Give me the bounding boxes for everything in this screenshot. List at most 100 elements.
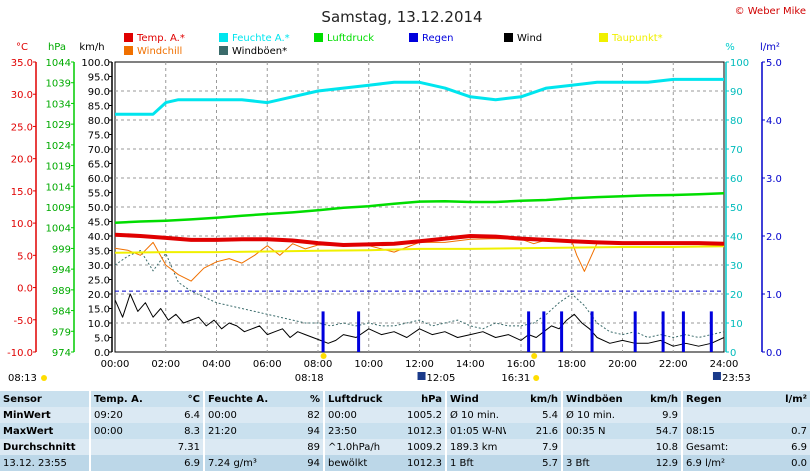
stats-cell: 1 Bft bbox=[445, 455, 506, 471]
stats-cell: 10.8 bbox=[626, 439, 682, 455]
stats-cell: 23:50 bbox=[323, 423, 390, 439]
stats-cell: 189.3 km bbox=[445, 439, 506, 455]
series-line-taupunkt- bbox=[114, 245, 725, 254]
stats-cell: 00:35 N bbox=[561, 423, 626, 439]
pressure-tick-label: 1024 bbox=[46, 141, 71, 152]
sunrise-time: 08:13 bbox=[8, 373, 37, 384]
stats-cell: Ø 10 min. bbox=[561, 407, 626, 423]
stats-cell: 00:00 bbox=[203, 407, 268, 423]
pressure-tick-label: 1019 bbox=[46, 162, 71, 173]
temp-tick-label: -5.0 bbox=[13, 316, 33, 327]
wind-tick-label: 20.0 bbox=[88, 290, 110, 301]
copyright-label: © Weber Mike bbox=[735, 6, 806, 17]
legend-label: Luftdruck bbox=[327, 33, 374, 44]
wind-tick-label: 75.0 bbox=[88, 131, 110, 142]
stats-cell: 82 bbox=[268, 407, 324, 423]
first-light-time: 08:18 bbox=[295, 373, 324, 384]
pressure-tick-label: 999 bbox=[52, 244, 71, 255]
pressure-tick-label: 994 bbox=[52, 265, 71, 276]
weather-chart: Samstag, 13.12.2014 © Weber Mike Temp. A… bbox=[7, 6, 806, 384]
stats-cell: Luftdruck bbox=[323, 391, 390, 407]
wind-tick-label: 70.0 bbox=[88, 145, 110, 156]
rain-tick-label: 3.0 bbox=[766, 174, 782, 185]
wind-tick-label: 65.0 bbox=[88, 160, 110, 171]
rain-bar bbox=[590, 311, 594, 352]
series-line-feuchte-a- bbox=[115, 77, 724, 116]
stats-cell: Temp. A. bbox=[89, 391, 148, 407]
wind-tick-label: 85.0 bbox=[88, 102, 110, 113]
stats-cell: 6.4 bbox=[148, 407, 204, 423]
sunrise-icon bbox=[320, 353, 327, 359]
legend-label: Temp. A.* bbox=[136, 33, 185, 44]
wind-tick-label: 30.0 bbox=[88, 261, 110, 272]
rain-bar bbox=[321, 311, 325, 352]
rain-bar bbox=[661, 311, 665, 352]
stats-cell bbox=[89, 439, 148, 455]
x-tick-label: 00:00 bbox=[101, 359, 130, 370]
wind-tick-label: 90.0 bbox=[88, 87, 110, 98]
stats-table: Sensor Temp. A. °C Feuchte A.% Luftdruck hPa W… bbox=[0, 391, 810, 471]
stats-cell: 3 Bft bbox=[561, 455, 626, 471]
x-tick-label: 22:00 bbox=[659, 359, 688, 370]
moonrise-time: 12:05 bbox=[427, 373, 456, 384]
chart-title: Samstag, 13.12.2014 bbox=[321, 8, 482, 26]
pressure-tick-label: 1009 bbox=[46, 203, 71, 214]
stats-cell: 94 bbox=[268, 455, 324, 471]
wind-tick-label: 25.0 bbox=[88, 276, 110, 287]
chart-grid: 00:00 02:00 04:00 06:00 08:00 10:00 12:00 14:00… bbox=[101, 61, 738, 370]
rain-bar bbox=[357, 311, 361, 352]
legend-swatch bbox=[124, 46, 133, 55]
stats-cell: Wind bbox=[445, 391, 506, 407]
humidity-tick-label: 40 bbox=[730, 232, 743, 243]
stats-cell: 00:00 bbox=[89, 423, 148, 439]
wind-tick-label: 45.0 bbox=[88, 218, 110, 229]
temp-tick-label: 30.0 bbox=[11, 90, 33, 101]
temp-unit-label: °C bbox=[16, 42, 28, 53]
humidity-unit-label: % bbox=[725, 42, 735, 53]
wind-tick-label: 0.0 bbox=[94, 348, 110, 359]
temp-tick-label: -10.0 bbox=[7, 348, 33, 359]
temp-tick-label: 10.0 bbox=[11, 219, 33, 230]
stats-cell: 1012.3 bbox=[390, 423, 446, 439]
x-tick-label: 06:00 bbox=[253, 359, 282, 370]
stats-cell: km/h bbox=[506, 391, 562, 407]
rain-tick-label: 1.0 bbox=[766, 290, 782, 301]
sunrise-legend-icon bbox=[41, 375, 47, 381]
stats-cell: 8.3 bbox=[148, 423, 204, 439]
sunset-time: 16:31 bbox=[501, 373, 530, 384]
stats-cell: 1012.3 bbox=[390, 455, 446, 471]
wind-tick-label: 55.0 bbox=[88, 189, 110, 200]
stats-cell: Feuchte A. bbox=[203, 391, 268, 407]
stats-cell: 12.9 bbox=[626, 455, 682, 471]
series-line-luftdruck bbox=[114, 192, 725, 224]
legend-swatch bbox=[124, 33, 133, 42]
stats-row: MaxWert 00:00 8.3 21:20 94 23:50 1012.3 01:05 W… bbox=[0, 423, 810, 439]
stats-cell bbox=[561, 439, 626, 455]
rain-tick-label: 5.0 bbox=[766, 58, 782, 69]
legend-label: Feuchte A.* bbox=[232, 33, 290, 44]
temp-tick-label: 20.0 bbox=[11, 155, 33, 166]
stats-cell: % bbox=[268, 391, 324, 407]
legend-swatch bbox=[314, 33, 323, 42]
sun-moon-times: 08:13 08:18 12:05 16:31 23:53 bbox=[8, 353, 751, 384]
x-tick-label: 04:00 bbox=[202, 359, 231, 370]
temp-tick-label: 5.0 bbox=[17, 251, 33, 262]
stats-cell: 9.9 bbox=[626, 407, 682, 423]
pressure-tick-label: 1039 bbox=[46, 79, 71, 90]
pressure-tick-label: 1004 bbox=[46, 224, 71, 235]
pressure-tick-label: 1044 bbox=[46, 58, 71, 69]
pressure-tick-label: 979 bbox=[52, 327, 71, 338]
humidity-tick-label: 30 bbox=[730, 261, 743, 272]
stats-cell: 0.0 bbox=[754, 455, 810, 471]
stats-cell: Regen bbox=[681, 391, 754, 407]
stats-cell: 7.31 bbox=[148, 439, 204, 455]
stats-cell: 0.7 bbox=[754, 423, 810, 439]
legend-swatch bbox=[219, 33, 228, 42]
x-tick-label: 14:00 bbox=[456, 359, 485, 370]
wind-tick-label: 100.0 bbox=[81, 58, 110, 69]
stats-cell: 08:15 bbox=[681, 423, 754, 439]
pressure-tick-label: 1029 bbox=[46, 120, 71, 131]
legend-label: Windböen* bbox=[232, 46, 287, 57]
rain-tick-label: 0.0 bbox=[766, 348, 782, 359]
stats-cell: 89 bbox=[268, 439, 324, 455]
